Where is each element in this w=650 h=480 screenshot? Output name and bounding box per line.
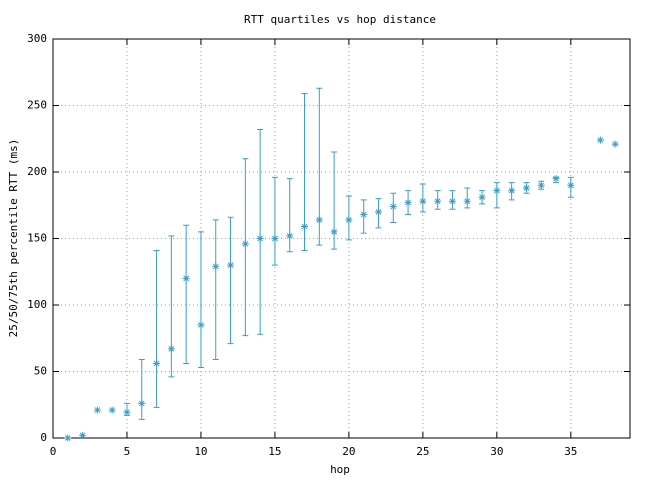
median-point (167, 345, 175, 353)
median-point (241, 240, 249, 248)
median-point (611, 140, 619, 148)
median-point (448, 197, 456, 205)
error-bar (212, 219, 219, 361)
median-point (567, 181, 575, 189)
median-point (315, 216, 323, 224)
error-bar (168, 235, 175, 378)
x-tick-label: 30 (490, 445, 503, 458)
median-point (345, 216, 353, 224)
median-point (108, 406, 116, 414)
median-point (419, 197, 427, 205)
x-tick-label: 35 (564, 445, 577, 458)
error-bar (138, 359, 145, 420)
error-bar (227, 216, 234, 345)
y-tick-label: 300 (27, 32, 47, 45)
median-point (389, 203, 397, 211)
median-point (522, 184, 530, 192)
median-point (463, 197, 471, 205)
error-bar (183, 224, 190, 365)
median-point (374, 208, 382, 216)
x-tick-label: 0 (50, 445, 57, 458)
median-point (552, 175, 560, 183)
y-tick-label: 50 (34, 365, 47, 378)
median-point (197, 321, 205, 329)
y-tick-label: 0 (40, 431, 47, 444)
median-point (256, 235, 264, 242)
error-bar (286, 178, 293, 253)
x-axis-label: hop (330, 463, 350, 476)
median-point (64, 434, 72, 442)
y-tick-label: 250 (27, 99, 47, 112)
y-axis-label: 25/50/75th percentile RTT (ms) (7, 139, 20, 338)
median-point (301, 223, 309, 231)
median-point (212, 262, 220, 270)
median-point (153, 360, 161, 368)
y-tick-label: 150 (27, 232, 47, 245)
median-point (596, 136, 604, 144)
y-tick-label: 200 (27, 165, 47, 178)
error-bar (197, 231, 204, 369)
median-point (182, 274, 190, 282)
median-point (79, 431, 87, 439)
chart-title: RTT quartiles vs hop distance (244, 13, 436, 26)
median-point (478, 193, 486, 201)
x-tick-label: 15 (268, 445, 281, 458)
median-point (404, 199, 412, 207)
median-point (537, 181, 545, 189)
median-point (330, 228, 338, 236)
median-point (508, 187, 516, 195)
median-point (138, 399, 146, 407)
error-bar (493, 182, 500, 209)
error-bar (271, 176, 278, 266)
error-bar (153, 249, 160, 408)
median-point (271, 235, 279, 242)
x-tick-label: 5 (124, 445, 131, 458)
median-point (434, 197, 442, 205)
median-point (286, 232, 294, 240)
median-point (227, 261, 235, 269)
plot-frame (52, 38, 631, 439)
x-tick-label: 20 (342, 445, 355, 458)
x-tick-label: 10 (194, 445, 207, 458)
median-point (93, 406, 101, 414)
y-tick-label: 100 (27, 298, 47, 311)
error-bar (257, 128, 264, 335)
median-point (123, 408, 131, 416)
median-point (493, 187, 501, 195)
x-tick-label: 25 (416, 445, 429, 458)
median-point (360, 211, 368, 219)
